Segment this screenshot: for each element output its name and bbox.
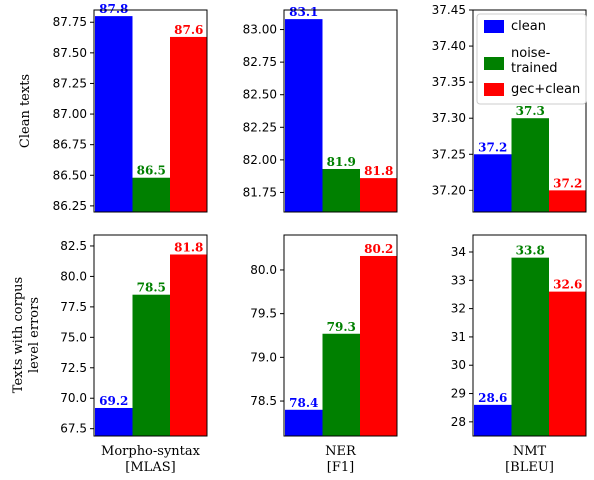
panel-errors-morpho-syntax-bar-1 — [95, 407, 133, 436]
panel-clean-nmt-frame — [472, 9, 587, 213]
panel-clean-morpho-syntax-ytick-label-3: 86.75 — [53, 138, 87, 152]
panel-clean-nmt-bar-2 — [511, 118, 549, 212]
panel-clean-ner-bar-2 — [322, 168, 360, 212]
panel-clean-nmt-value-label-2: 37.3 — [516, 104, 545, 118]
panel-errors-morpho-syntax-bar-3 — [170, 254, 208, 436]
panel-errors-morpho-syntax-value-label-3: 81.8 — [174, 240, 203, 254]
panel-clean-morpho-syntax-value-label-1: 87.8 — [99, 2, 128, 16]
panel-errors-morpho-syntax-ytick-label-2: 70.0 — [60, 391, 87, 405]
panel-errors-ner-value-label-2: 79.3 — [327, 320, 356, 334]
panel-clean-nmt-value-label-1: 37.2 — [478, 140, 507, 154]
panel-errors-morpho-syntax-value-label-2: 78.5 — [137, 281, 166, 295]
column-label-3-line-2: [BLEU] — [505, 460, 554, 475]
panel-clean-nmt-ytick-label-4: 37.35 — [432, 75, 466, 89]
column-label-2-line-2: [F1] — [327, 460, 354, 475]
panel-errors-nmt-ytick-label-2: 29 — [451, 387, 466, 401]
legend-label-2-line-2: trained — [511, 61, 558, 76]
panel-clean-ner-bar-3 — [360, 178, 398, 212]
panel-clean-morpho-syntax-ytick-label-6: 87.50 — [53, 46, 87, 60]
panel-errors-morpho-syntax-ytick-label-4: 75.0 — [60, 330, 87, 344]
column-label-1-line-2: [MLAS] — [125, 460, 175, 475]
panel-errors-morpho-syntax-ytick-label-6: 80.0 — [60, 269, 87, 283]
legend-box — [476, 13, 587, 105]
panel-clean-morpho-syntax-bar-1 — [95, 16, 133, 212]
panel-clean-morpho-syntax-value-label-2: 86.5 — [137, 164, 166, 178]
panel-errors-ner-ytick-label-3: 79.5 — [250, 307, 277, 321]
panel-errors-nmt-bar-3 — [549, 291, 587, 436]
panel-errors-ner-ytick-label-1: 78.5 — [250, 394, 277, 408]
panel-errors-morpho-syntax-value-label-1: 69.2 — [99, 394, 128, 408]
row-label-1-line-1: Clean texts — [18, 74, 33, 148]
row-label-2-line-2: level errors — [27, 297, 42, 373]
legend-swatch-3 — [484, 83, 504, 96]
panel-clean-nmt-bar-3 — [549, 190, 587, 212]
panel-errors-morpho-syntax-ytick-label-1: 67.5 — [60, 422, 87, 436]
panel-errors-morpho-syntax-frame — [93, 234, 208, 437]
panel-errors-morpho-syntax-ytick-label-3: 72.5 — [60, 361, 87, 375]
panel-clean-ner-ytick-label-6: 83.00 — [243, 23, 277, 37]
panel-errors-nmt-ytick-label-4: 31 — [451, 330, 466, 344]
panel-errors-ner-frame — [283, 234, 398, 437]
panel-errors-morpho-syntax-bar-2 — [132, 294, 170, 436]
panel-errors-ner-value-label-3: 80.2 — [364, 242, 393, 256]
panel-errors-nmt-ytick-label-7: 34 — [451, 245, 466, 259]
panel-clean-morpho-syntax-ytick-label-1: 86.25 — [53, 199, 87, 213]
panel-clean-morpho-syntax-frame — [93, 9, 208, 213]
panel-clean-nmt-ytick-label-6: 37.45 — [432, 3, 466, 17]
panel-clean-nmt-ytick-label-2: 37.25 — [432, 147, 466, 161]
panel-errors-ner-ytick-label-4: 80.0 — [250, 263, 277, 277]
legend-label-1-line-1: clean — [511, 19, 546, 34]
panel-clean-ner-ytick-label-5: 82.75 — [243, 55, 277, 69]
column-label-3-line-1: NMT — [513, 444, 547, 459]
panel-clean-ner-ytick-label-4: 82.50 — [243, 88, 277, 102]
panel-clean-ner-bar-1 — [285, 19, 323, 212]
panel-errors-ner-value-label-1: 78.4 — [289, 396, 318, 410]
panel-errors-ner-ytick-label-2: 79.0 — [250, 350, 277, 364]
panel-clean-morpho-syntax-ytick-label-4: 87.00 — [53, 107, 87, 121]
panel-clean-ner-frame — [283, 9, 398, 213]
panel-errors-ner-bar-1 — [285, 409, 323, 436]
panel-errors-nmt-value-label-2: 33.8 — [516, 244, 545, 258]
legend-swatch-2 — [484, 57, 504, 70]
panel-clean-morpho-syntax-value-label-3: 87.6 — [174, 23, 203, 37]
panel-errors-ner-bar-3 — [360, 255, 398, 436]
panel-errors-nmt-value-label-3: 32.6 — [553, 278, 582, 292]
panel-clean-ner-value-label-1: 83.1 — [289, 5, 318, 19]
panel-clean-ner-value-label-3: 81.8 — [364, 164, 393, 178]
panel-clean-ner-ytick-label-3: 82.25 — [243, 120, 277, 134]
panel-errors-ner-bar-2 — [322, 333, 360, 436]
panel-clean-morpho-syntax-bar-3 — [170, 36, 208, 212]
legend: clean noise-trained gec+clean — [476, 13, 587, 105]
panel-errors-nmt-value-label-1: 28.6 — [478, 391, 507, 405]
panel-clean-morpho-syntax-bar-2 — [132, 177, 170, 212]
panel-clean-nmt-value-label-3: 37.2 — [553, 176, 582, 190]
panel-errors-nmt-ytick-label-1: 28 — [451, 415, 466, 429]
panel-errors-nmt-bar-1 — [474, 404, 512, 436]
panel-errors-nmt-ytick-label-5: 32 — [451, 302, 466, 316]
panel-errors-morpho-syntax-ytick-label-5: 77.5 — [60, 300, 87, 314]
panel-clean-ner-ytick-label-1: 81.75 — [243, 185, 277, 199]
panel-errors-nmt-ytick-label-3: 30 — [451, 358, 466, 372]
panel-errors-nmt-ytick-label-6: 33 — [451, 273, 466, 287]
panel-clean-nmt-ytick-label-3: 37.30 — [432, 111, 466, 125]
legend-label-2-line-1: noise- — [511, 46, 551, 61]
column-label-1-line-1: Morpho-syntax — [101, 444, 201, 459]
panel-clean-nmt-ytick-label-1: 37.20 — [432, 183, 466, 197]
panel-clean-morpho-syntax-ytick-label-2: 86.50 — [53, 168, 87, 182]
panel-errors-nmt-frame — [472, 234, 587, 437]
row-label-2-line-1: Texts with corpus — [11, 277, 26, 393]
legend-label-3-line-1: gec+clean — [511, 82, 580, 97]
panel-clean-ner-ytick-label-2: 82.00 — [243, 153, 277, 167]
panel-clean-morpho-syntax-ytick-label-7: 87.75 — [53, 15, 87, 29]
column-label-2-line-1: NER — [325, 444, 357, 459]
panel-clean-nmt-ytick-label-5: 37.40 — [432, 39, 466, 53]
panel-clean-nmt-bar-1 — [474, 154, 512, 212]
panel-clean-ner-value-label-2: 81.9 — [327, 155, 356, 169]
panel-errors-morpho-syntax-ytick-label-7: 82.5 — [60, 239, 87, 253]
panel-errors-nmt-bar-2 — [511, 257, 549, 436]
panel-clean-morpho-syntax-ytick-label-5: 87.25 — [53, 76, 87, 90]
legend-swatch-1 — [484, 20, 504, 33]
